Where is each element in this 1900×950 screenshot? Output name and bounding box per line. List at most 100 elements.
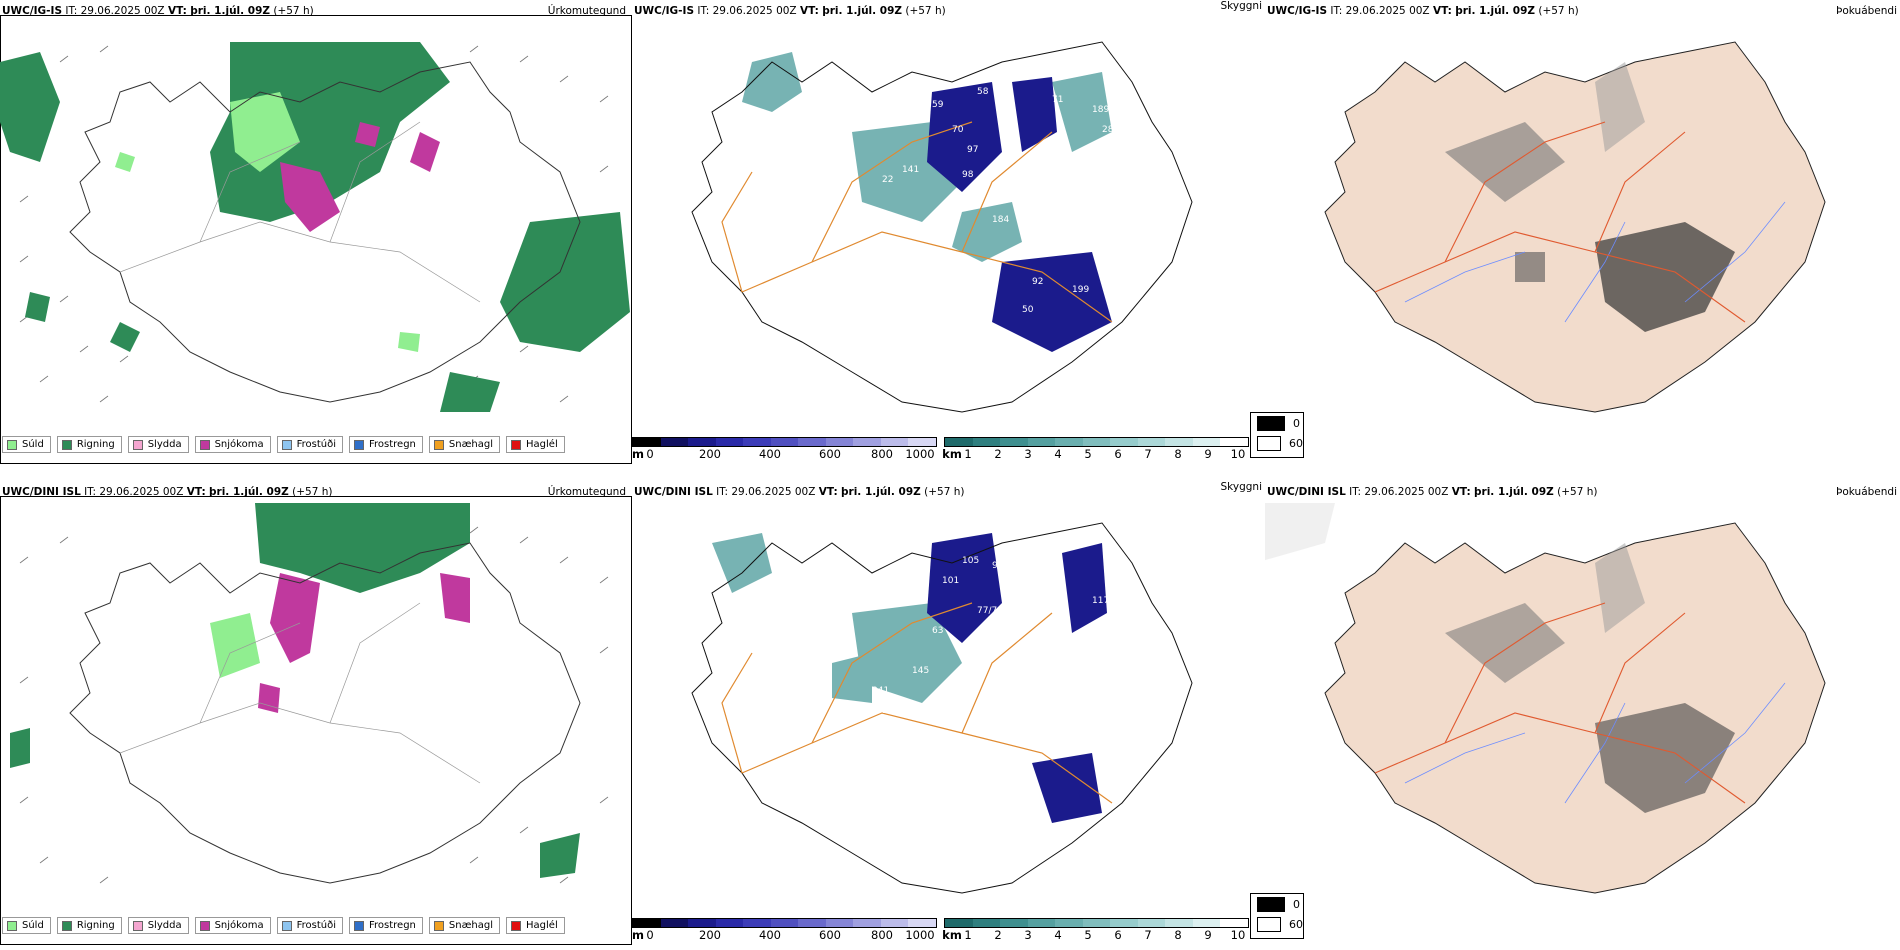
- ceiling-colorbar: [632, 437, 937, 447]
- legend-item: Haglél: [506, 436, 565, 453]
- legend-swatch-snow-pellets: [433, 920, 444, 931]
- ceiling-scale: m 0 200 400 600 800 1000: [632, 437, 937, 461]
- tick: 0: [646, 928, 654, 942]
- colorbar-step: [1137, 438, 1166, 446]
- fog-index-label: Þokuábendi: [1836, 5, 1897, 17]
- roads: [721, 121, 1113, 323]
- legend-swatch-hail: [511, 920, 522, 931]
- precip-panel-row2: UWC/DINI ISL IT: 29.06.2025 00Z VT: þri.…: [0, 481, 632, 945]
- colorbar-step: [1027, 919, 1056, 927]
- colorbar-step: [1082, 438, 1111, 446]
- fog-scale-item: 0: [1251, 894, 1303, 914]
- tick: 1: [964, 928, 972, 942]
- precip-legend: Súld Rigning Slydda Snjókoma Frostúði Fr…: [2, 436, 565, 453]
- colorbar-step: [1000, 438, 1028, 446]
- colorbar-step: [1220, 438, 1249, 446]
- fog-scale-item: 0: [1251, 413, 1303, 433]
- colorbar-step: [770, 919, 799, 927]
- legend-item: Súld: [2, 436, 51, 453]
- colorbar-step: [880, 919, 909, 927]
- tick: 7: [1144, 447, 1152, 461]
- roads: [119, 121, 481, 303]
- visibility-label: Skyggni: [1220, 481, 1263, 493]
- scale-unit: m: [632, 928, 644, 942]
- legend-item: Frostúði: [276, 436, 343, 453]
- fog-index-label: Þokuábendi: [1836, 486, 1897, 498]
- colorbar-step: [1055, 438, 1083, 446]
- fog-swatch-high: [1257, 916, 1281, 932]
- colorbar-step: [715, 919, 744, 927]
- colorbar-step: [853, 919, 881, 927]
- rivers: [1404, 682, 1786, 804]
- colorbar-step: [660, 919, 689, 927]
- fog-field: [1445, 62, 1735, 332]
- precip-map: [10, 503, 609, 884]
- tick: 5: [1084, 447, 1092, 461]
- iceland-coast: [69, 61, 581, 403]
- legend-swatch-drizzle: [7, 439, 17, 450]
- iceland-land: [1324, 522, 1826, 894]
- colorbar-step: [1110, 919, 1138, 927]
- legend-swatch-sleet: [132, 920, 143, 931]
- legend-item: Frostregn: [349, 917, 423, 934]
- panel-title: UWC/IG-IS IT: 29.06.2025 00Z VT: þri. 1.…: [634, 5, 946, 17]
- precip-rain: [10, 503, 580, 878]
- legend-swatch-drizzle: [7, 920, 17, 931]
- legend-item: Slydda: [127, 917, 189, 934]
- scale-unit: km: [942, 447, 962, 461]
- fog-map: [1265, 503, 1826, 894]
- roads: [1374, 121, 1746, 323]
- iceland-coast: [691, 41, 1193, 413]
- tick: 600: [819, 928, 841, 942]
- precip-type-label: Úrkomutegund: [547, 486, 626, 498]
- ceiling-ticks: m 0 200 400 600 800 1000: [632, 928, 937, 942]
- legend-swatch-hail: [511, 439, 522, 450]
- fog-swatch-low: [1257, 415, 1285, 431]
- tick: 1: [964, 447, 972, 461]
- tick: 600: [819, 447, 841, 461]
- tick: 7: [1144, 928, 1152, 942]
- colorbar-step: [743, 919, 771, 927]
- colorbar-step: [743, 438, 771, 446]
- precip-drizzle: [210, 613, 260, 678]
- tick: 8: [1174, 928, 1182, 942]
- tick: 3: [1024, 928, 1032, 942]
- tick: 200: [699, 928, 721, 942]
- roads: [721, 602, 1113, 804]
- tick: 6: [1114, 928, 1122, 942]
- colorbar-step: [688, 919, 716, 927]
- colorbar-step: [633, 919, 661, 927]
- rivers: [1404, 201, 1786, 323]
- precip-map: [0, 42, 630, 412]
- precip-panel-row1: UWC/IG-IS IT: 29.06.2025 00Z VT: þri. 1.…: [0, 0, 632, 464]
- colorbar-step: [1055, 919, 1083, 927]
- precip-snow: [258, 573, 470, 713]
- legend-swatch-rain: [61, 920, 72, 931]
- visibility-field: [712, 533, 962, 703]
- colorbar-step: [908, 919, 937, 927]
- fog-panel-row2: UWC/DINI ISL IT: 29.06.2025 00Z VT: þri.…: [1250, 481, 1900, 939]
- tick: 800: [871, 447, 893, 461]
- scale-unit: km: [942, 928, 962, 942]
- scale-unit: m: [632, 447, 644, 461]
- colorbar-step: [1192, 919, 1221, 927]
- legend-swatch-freezing-rain: [354, 920, 364, 931]
- legend-swatch-freezing-drizzle: [281, 920, 292, 931]
- tick: 5: [1084, 928, 1092, 942]
- fog-panel-row1: UWC/IG-IS IT: 29.06.2025 00Z VT: þri. 1.…: [1250, 0, 1900, 458]
- fog-colorbar: 0 60: [1250, 893, 1304, 939]
- tick: 6: [1114, 447, 1122, 461]
- fog-swatch-high: [1257, 435, 1281, 451]
- legend-item: Snæhagl: [428, 436, 501, 453]
- tick: 10: [1230, 447, 1246, 461]
- legend-swatch-snow: [199, 920, 210, 931]
- panel-title: UWC/DINI ISL IT: 29.06.2025 00Z VT: þri.…: [634, 486, 965, 498]
- colorbar-step: [1165, 438, 1193, 446]
- precip-rain: [0, 42, 630, 412]
- colorbar-step: [853, 438, 881, 446]
- colorbar-step: [1192, 438, 1221, 446]
- colorbar-step: [1027, 438, 1056, 446]
- colorbar-step: [715, 438, 744, 446]
- legend-item: Snjókoma: [194, 917, 271, 934]
- tick: 2: [994, 928, 1002, 942]
